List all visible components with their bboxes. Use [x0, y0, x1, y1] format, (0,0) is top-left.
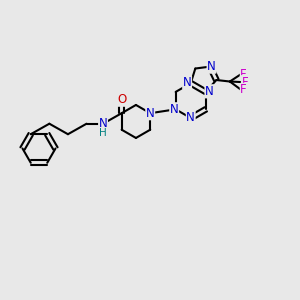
Text: N: N	[205, 85, 214, 98]
Text: N: N	[170, 103, 178, 116]
Text: F: F	[240, 83, 247, 96]
Text: N: N	[183, 76, 191, 89]
Text: N: N	[207, 60, 216, 73]
Text: F: F	[240, 68, 247, 80]
Text: O: O	[117, 93, 126, 106]
Text: N: N	[146, 107, 154, 120]
Text: N: N	[99, 117, 107, 130]
Text: N: N	[186, 111, 195, 124]
Text: H: H	[99, 128, 107, 138]
Text: F: F	[242, 76, 248, 88]
